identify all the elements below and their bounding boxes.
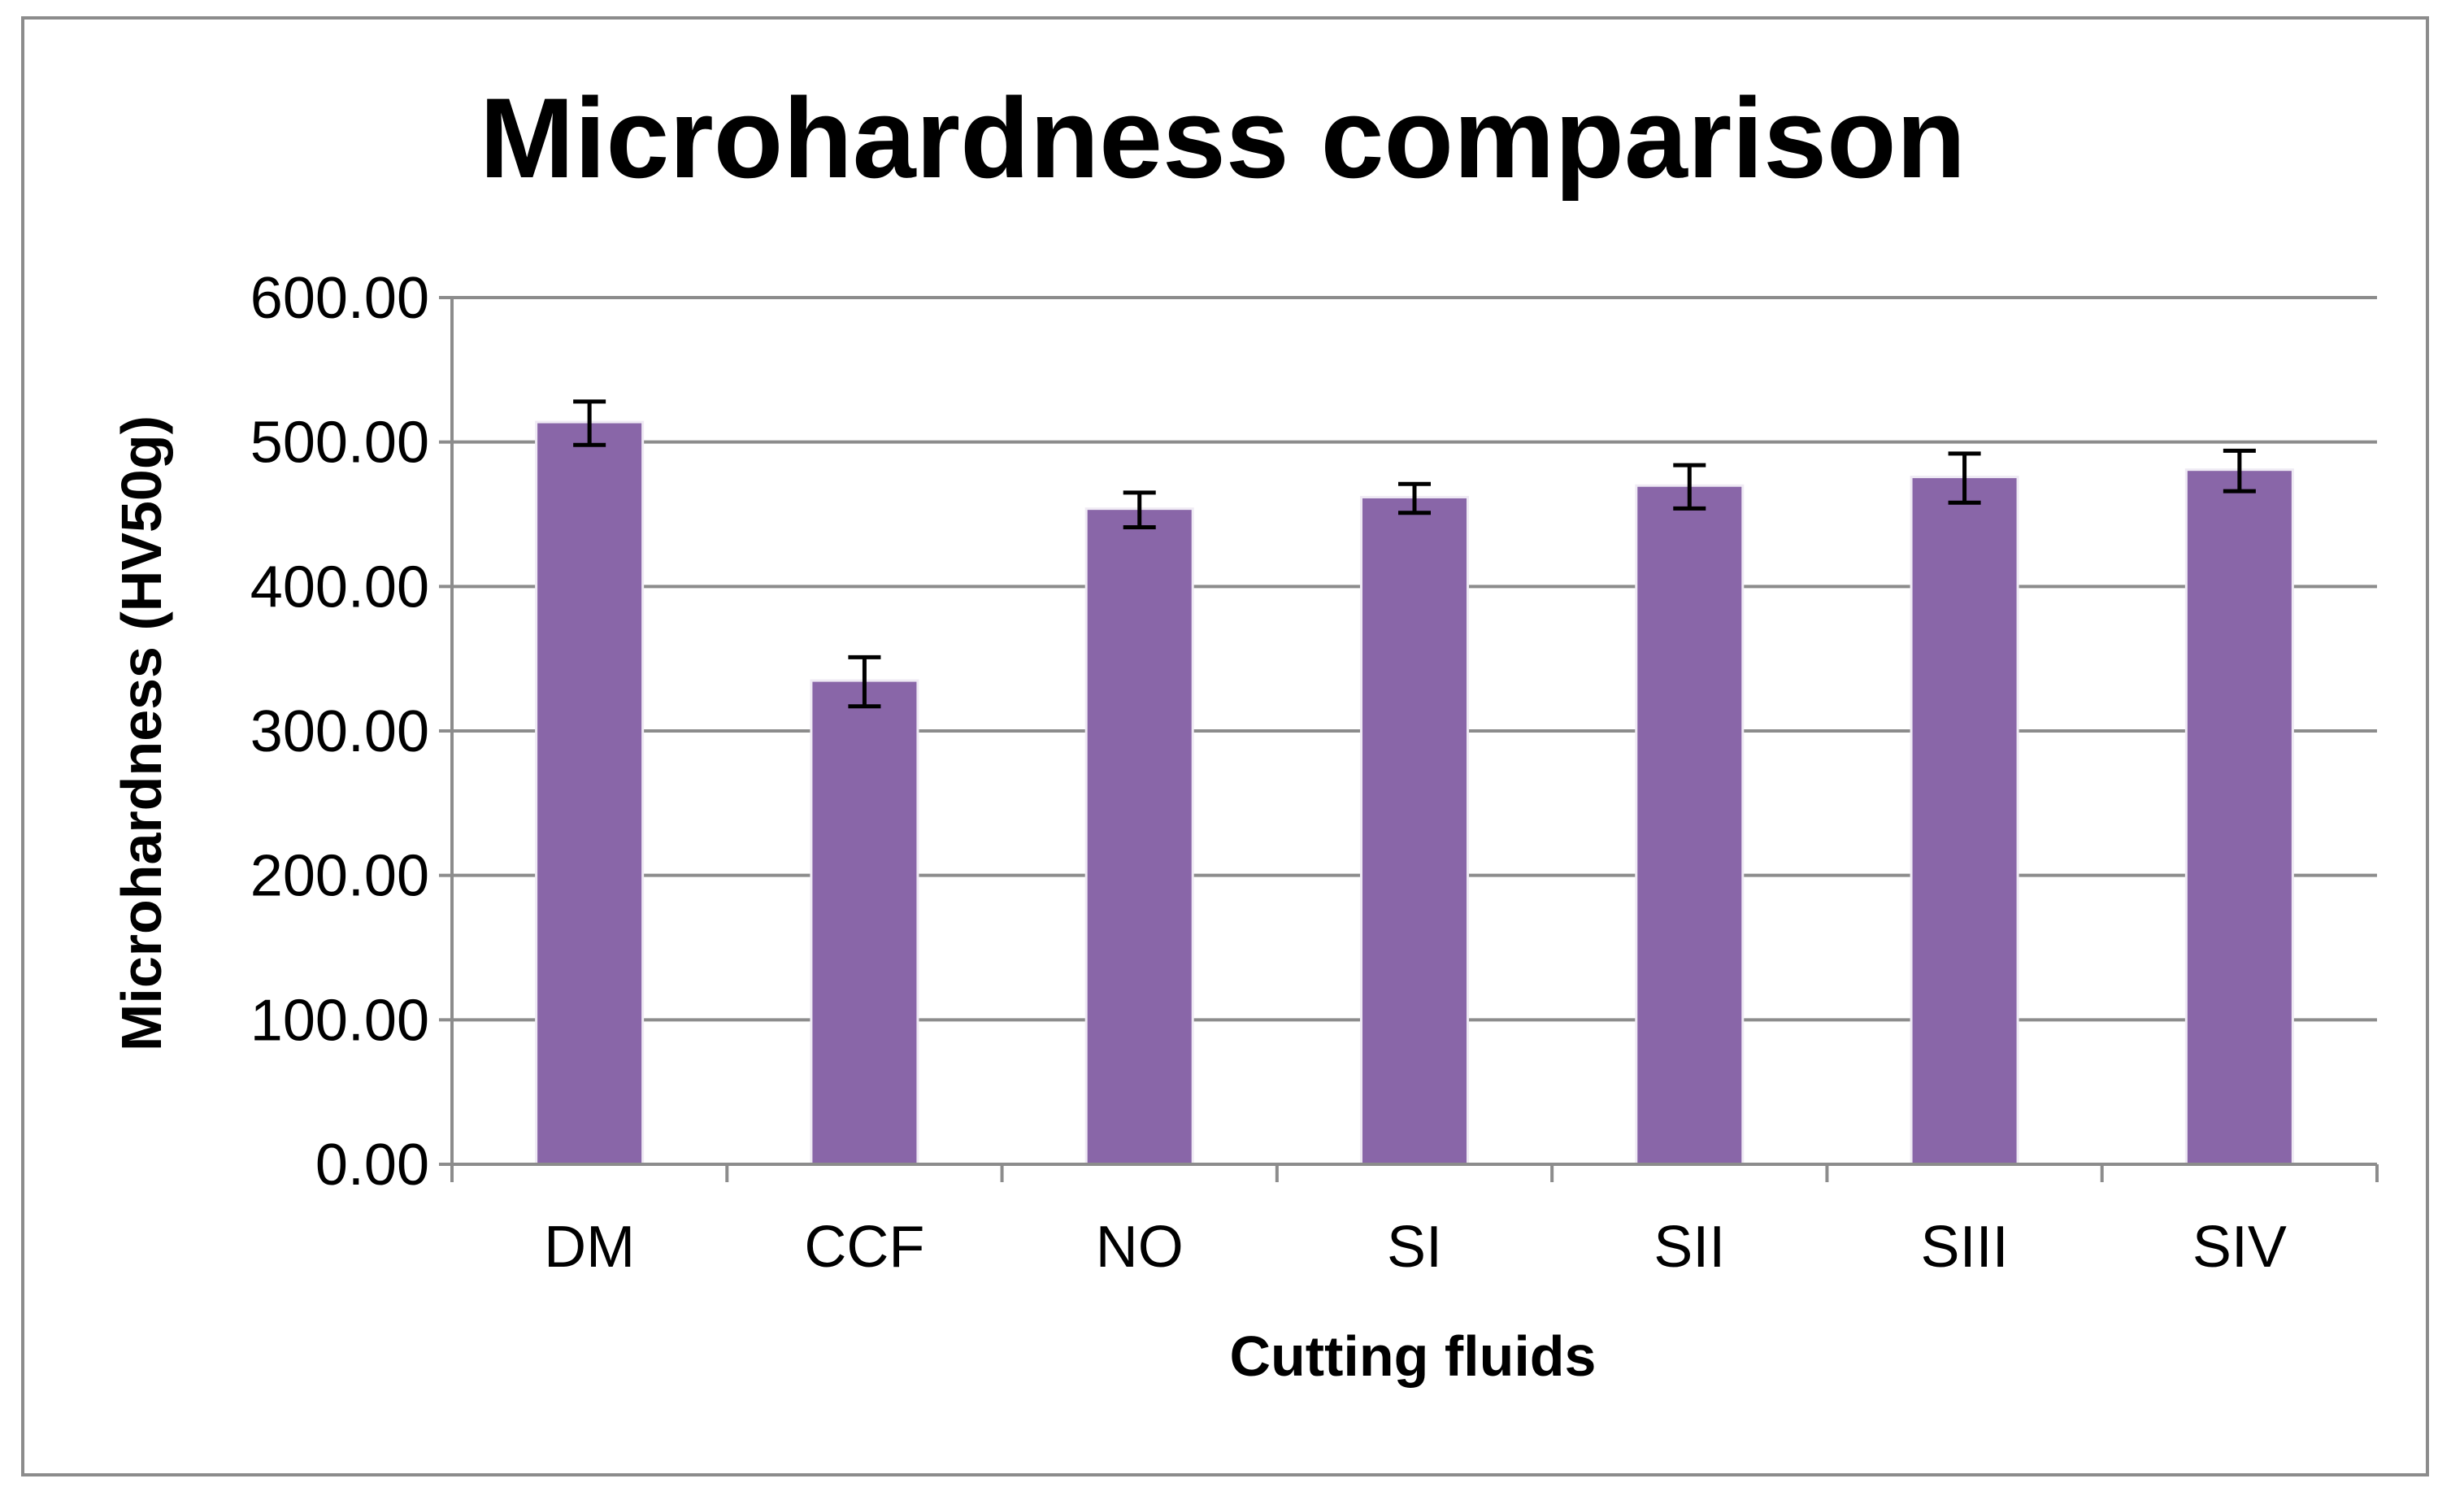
chart-title: Microhardness comparison	[480, 74, 1966, 202]
x-tick-label-si: SI	[1387, 1215, 1442, 1280]
y-tick-label: 0.00	[315, 1133, 429, 1198]
bar-no	[1087, 510, 1192, 1164]
bar-dm	[537, 423, 642, 1164]
y-tick-label: 500.00	[250, 411, 429, 476]
chart-frame	[21, 16, 2429, 1476]
axes	[439, 296, 2379, 1182]
x-axis-title: Cutting fluids	[1229, 1324, 1596, 1388]
x-tick-label-no: NO	[1096, 1215, 1184, 1280]
bar-si	[1362, 498, 1467, 1164]
gridlines	[452, 296, 2377, 1022]
y-tick-label: 200.00	[250, 844, 429, 909]
bar-ccf	[812, 681, 917, 1164]
bar-siii	[1912, 478, 2017, 1164]
x-tick-label-sii: SII	[1654, 1215, 1725, 1280]
y-tick-label: 600.00	[250, 266, 429, 331]
y-axis-title: Microhardness (HV50g)	[110, 415, 173, 1051]
bars	[535, 420, 2294, 1164]
y-tick-label: 300.00	[250, 699, 429, 764]
x-tick-label-siii: SIII	[1921, 1215, 2009, 1280]
tick-labels: 0.00 100.00 200.00 300.00 400.00 500.00 600.00…	[250, 266, 2287, 1280]
bar-siv	[2187, 471, 2292, 1164]
y-tick-label: 400.00	[250, 554, 429, 620]
error-bars	[573, 399, 2256, 709]
x-tick-label-siv: SIV	[2192, 1215, 2287, 1280]
x-tick-label-dm: DM	[544, 1215, 635, 1280]
x-tick-label-ccf: CCF	[804, 1215, 924, 1280]
bar-sii	[1637, 486, 1742, 1164]
y-tick-label: 100.00	[250, 988, 429, 1053]
